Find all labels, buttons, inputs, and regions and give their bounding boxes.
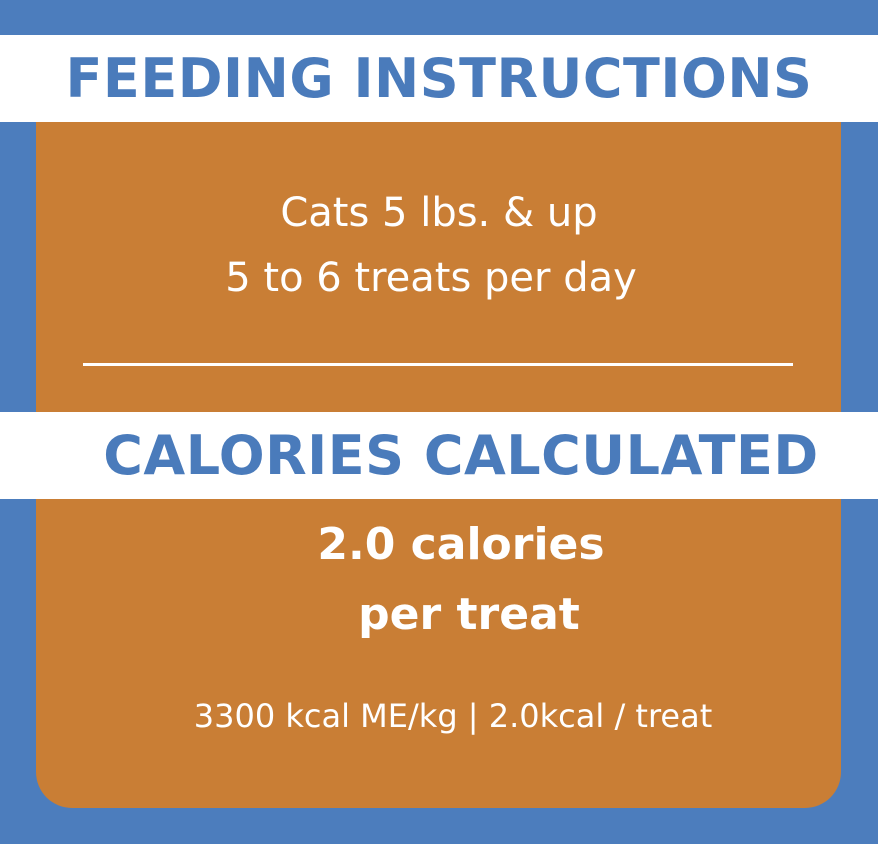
calorie-unit-text: per treat [358,589,580,640]
section-divider [83,363,793,366]
calorie-value-text: 2.0 calories [317,519,605,570]
calorie-detail-text: 3300 kcal ME/kg | 2.0kcal / treat [193,697,713,735]
weight-requirement-text: Cats 5 lbs. & up [280,190,598,236]
feeding-heading-band: FEEDING INSTRUCTIONS [0,35,878,122]
daily-amount-text: 5 to 6 treats per day [225,255,637,301]
calories-heading-band: CALORIES CALCULATED [0,412,878,499]
feeding-heading: FEEDING INSTRUCTIONS [65,46,813,110]
calories-heading: CALORIES CALCULATED [103,423,819,487]
